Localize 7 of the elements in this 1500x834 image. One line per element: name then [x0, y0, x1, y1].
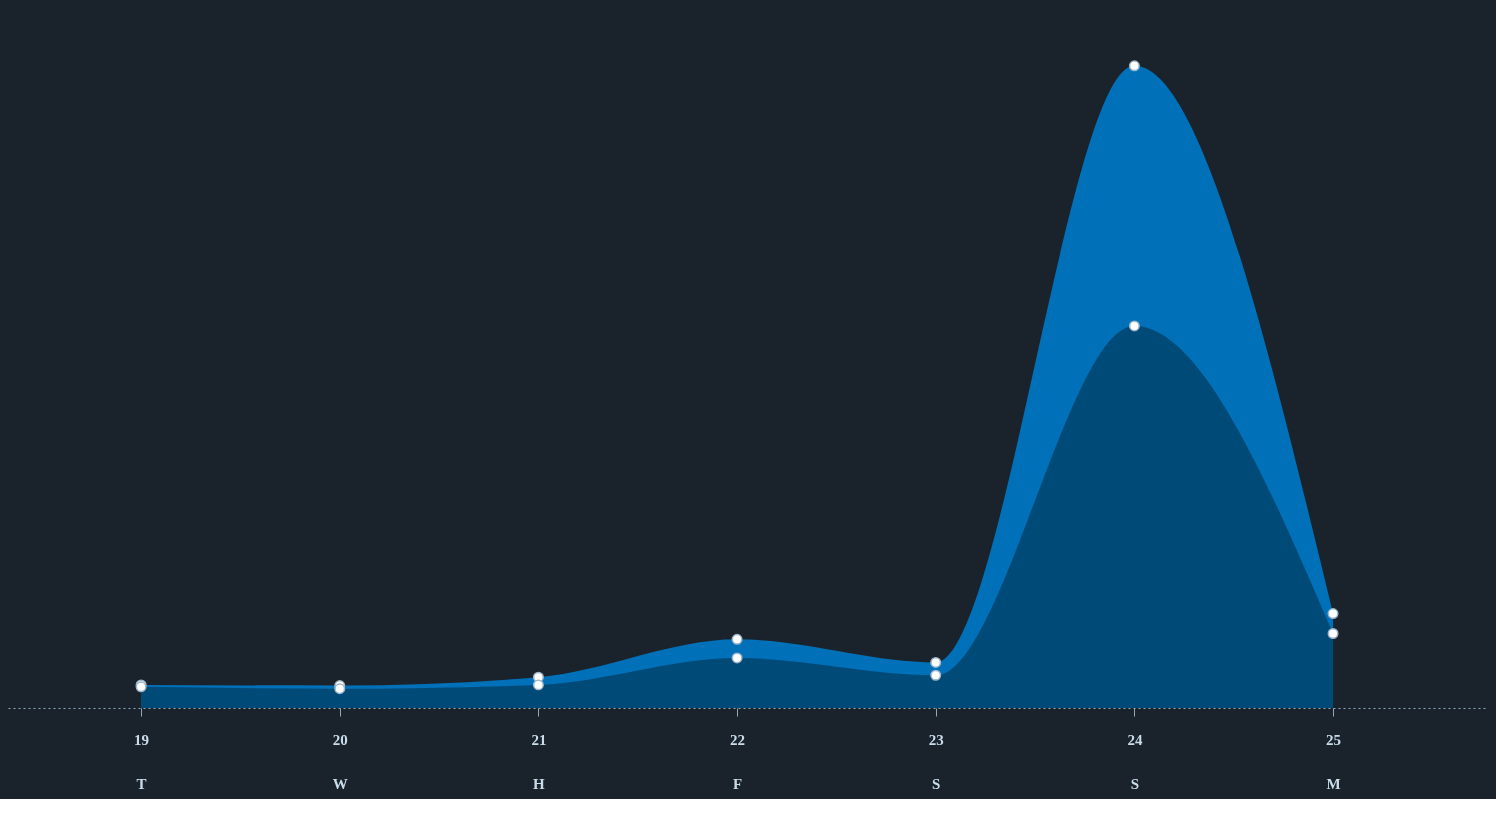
category-label: 24 S: [1127, 731, 1143, 792]
category-label: 23 S: [928, 731, 944, 792]
category-label: 25 M: [1326, 731, 1342, 792]
category-label: 20 W: [332, 731, 348, 792]
category-label: 19 T: [134, 731, 150, 792]
category-label: 21 H: [531, 731, 547, 792]
category-label: 22 F: [730, 731, 746, 792]
